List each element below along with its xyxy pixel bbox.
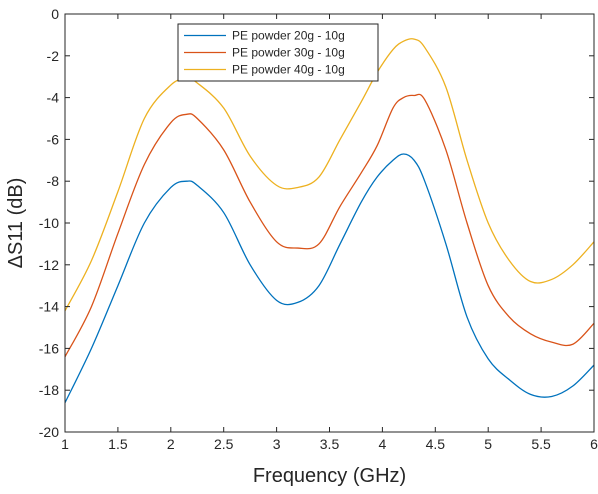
- x-tick-label: 3: [273, 436, 281, 452]
- x-tick-label: 4: [379, 436, 387, 452]
- y-tick-label: -20: [39, 424, 59, 440]
- legend-label-1: PE powder 20g - 10g: [232, 29, 345, 43]
- y-tick-label: -8: [47, 173, 60, 189]
- series-line-1: [64, 153, 595, 404]
- legend-label-3: PE powder 40g - 10g: [232, 63, 345, 77]
- series-line-2: [64, 93, 595, 358]
- y-tick-label: -12: [39, 257, 59, 273]
- x-tick-label: 1: [61, 436, 69, 452]
- y-tick-label: 0: [51, 6, 59, 22]
- legend-label-2: PE powder 30g - 10g: [232, 46, 345, 60]
- y-tick-label: -14: [39, 299, 59, 315]
- y-tick-label: -2: [47, 48, 60, 64]
- x-tick-label: 3.5: [320, 436, 340, 452]
- x-axis-label: Frequency (GHz): [253, 465, 406, 487]
- x-tick-label: 1.5: [108, 436, 128, 452]
- x-tick-label: 5: [484, 436, 492, 452]
- x-tick-label: 5.5: [531, 436, 551, 452]
- y-axis: 0 -2 -4 -6 -8 -10 -12 -14 -16 -18 -20: [39, 6, 594, 440]
- y-tick-label: -4: [47, 90, 60, 106]
- x-tick-label: 2.5: [214, 436, 234, 452]
- y-tick-label: -6: [47, 131, 60, 147]
- plot-area: [65, 14, 594, 432]
- y-tick-label: -18: [39, 382, 59, 398]
- x-tick-label: 6: [590, 436, 598, 452]
- x-tick-label: 2: [167, 436, 175, 452]
- legend: PE powder 20g - 10g PE powder 30g - 10g PE…: [177, 23, 379, 82]
- series-layer: [64, 38, 595, 404]
- y-tick-label: -10: [39, 215, 59, 231]
- y-axis-label: ΔS11 (dB): [5, 178, 27, 269]
- x-tick-label: 4.5: [426, 436, 446, 452]
- series-line-3: [64, 38, 595, 312]
- y-tick-label: -16: [39, 340, 59, 356]
- x-axis: 1 1.5 2 2.5 3 3.5 4 4.5 5 5.5 6: [61, 14, 598, 452]
